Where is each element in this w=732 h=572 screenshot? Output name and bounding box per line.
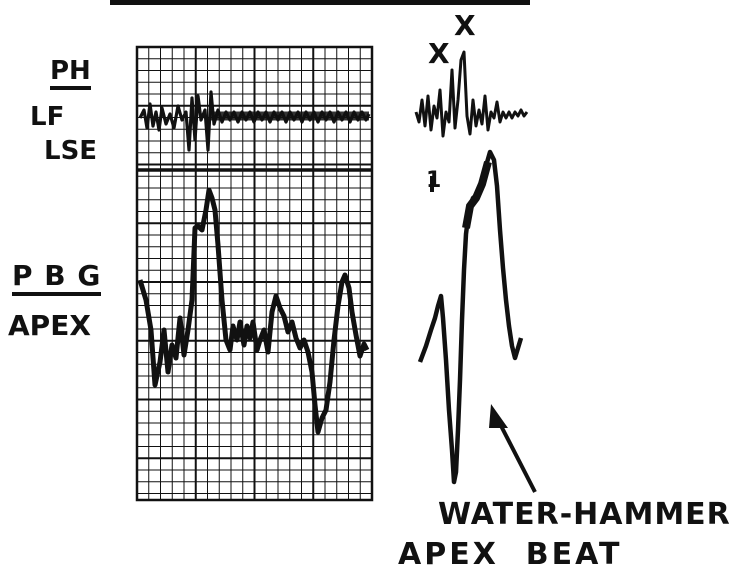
caption-water-hammer: WATER-HAMMER xyxy=(438,497,731,532)
annotation-arrow-shaft xyxy=(495,417,537,493)
top-rule xyxy=(110,0,530,5)
grid-border xyxy=(135,45,374,502)
label-ph: PH xyxy=(50,58,91,90)
phonocardiogram-trace-right xyxy=(414,50,529,138)
apex-shoulder-thickening xyxy=(462,160,492,229)
apexcardiogram-trace-left xyxy=(137,187,370,435)
label-pbg: P B G xyxy=(12,262,102,296)
apexcardiogram-trace-right xyxy=(417,149,524,485)
label-lf: LF xyxy=(30,102,65,132)
grid-paper xyxy=(135,45,374,502)
label-lse: LSE xyxy=(44,136,98,166)
annotation-arrow-head xyxy=(489,404,508,428)
label-x-right: X xyxy=(454,9,476,42)
caption-apex-beat: APEX BEAT xyxy=(398,537,623,572)
label-x-left: X xyxy=(428,37,450,70)
label-apex: APEX xyxy=(8,309,91,342)
